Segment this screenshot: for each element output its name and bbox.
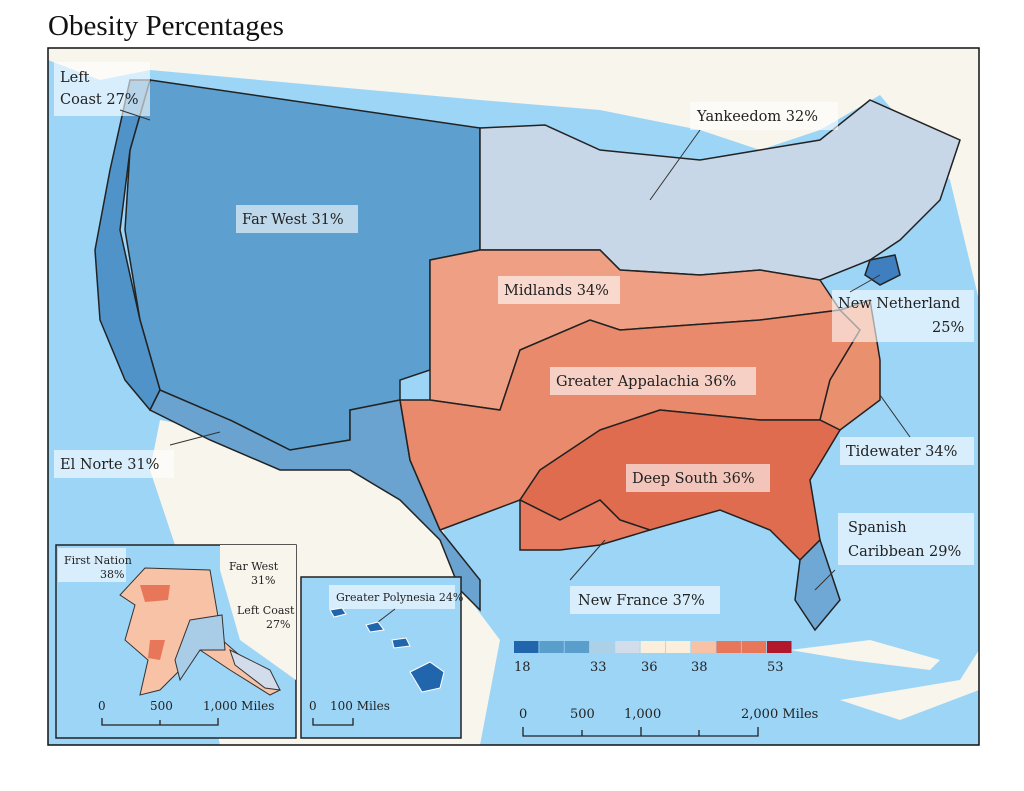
label-deep-south: Deep South 36% bbox=[626, 464, 770, 492]
svg-text:Caribbean 29%: Caribbean 29% bbox=[848, 544, 961, 560]
alaska-inset: First Nation 38% Far West 31% Left Coast… bbox=[55, 544, 297, 739]
svg-text:1,000: 1,000 bbox=[624, 707, 661, 722]
legend-ticks: 18 33 36 38 53 bbox=[514, 660, 784, 675]
svg-text:New France 37%: New France 37% bbox=[578, 593, 705, 609]
svg-text:Greater Polynesia 24%: Greater Polynesia 24% bbox=[336, 591, 463, 604]
legend-tick: 33 bbox=[590, 660, 607, 675]
svg-text:Spanish: Spanish bbox=[848, 520, 907, 536]
svg-text:Deep South 36%: Deep South 36% bbox=[632, 471, 755, 487]
svg-text:31%: 31% bbox=[251, 574, 275, 587]
scale-labels: 0 500 1,000 2,000 Miles bbox=[519, 707, 818, 722]
svg-text:Left: Left bbox=[60, 70, 90, 86]
legend-swatch bbox=[767, 641, 792, 653]
svg-text:Midlands 34%: Midlands 34% bbox=[504, 283, 609, 299]
svg-text:100 Miles: 100 Miles bbox=[330, 699, 390, 713]
svg-text:38%: 38% bbox=[100, 568, 124, 581]
legend-swatch bbox=[615, 641, 640, 653]
legend-tick: 36 bbox=[641, 660, 658, 675]
label-new-netherland: New Netherland 25% bbox=[832, 274, 974, 342]
legend-swatch bbox=[665, 641, 691, 653]
legend-tick: 38 bbox=[691, 660, 708, 675]
label-midlands: Midlands 34% bbox=[498, 276, 620, 304]
label-far-west: Far West 31% bbox=[236, 205, 358, 233]
legend-tick: 53 bbox=[767, 660, 784, 675]
svg-text:El Norte 31%: El Norte 31% bbox=[60, 457, 159, 473]
svg-text:2,000 Miles: 2,000 Miles bbox=[741, 707, 818, 722]
svg-text:0: 0 bbox=[519, 707, 527, 722]
caribbean-land bbox=[840, 650, 979, 720]
svg-text:Greater Appalachia 36%: Greater Appalachia 36% bbox=[556, 374, 736, 390]
legend-swatch bbox=[716, 641, 741, 653]
svg-text:0: 0 bbox=[309, 699, 317, 713]
legend-swatch bbox=[741, 641, 767, 653]
legend-swatch bbox=[589, 641, 615, 653]
legend-swatch bbox=[691, 641, 716, 653]
svg-text:Far West 31%: Far West 31% bbox=[242, 212, 344, 228]
svg-text:Tidewater 34%: Tidewater 34% bbox=[846, 444, 957, 460]
hawaii-inset: Greater Polynesia 24% 0 100 Miles bbox=[300, 576, 463, 739]
color-legend bbox=[514, 641, 792, 653]
label-el-norte: El Norte 31% bbox=[54, 431, 221, 478]
svg-text:Left Coast: Left Coast bbox=[237, 604, 295, 617]
region-new-netherland[interactable] bbox=[864, 254, 901, 286]
map-title: Obesity Percentages bbox=[48, 10, 284, 42]
region-el-norte[interactable] bbox=[148, 389, 481, 612]
label-new-france: New France 37% bbox=[569, 539, 720, 614]
svg-text:500: 500 bbox=[150, 699, 173, 713]
svg-text:25%: 25% bbox=[932, 320, 964, 336]
svg-text:Yankeedom 32%: Yankeedom 32% bbox=[696, 109, 818, 125]
svg-text:27%: 27% bbox=[266, 618, 290, 631]
label-yankeedom: Yankeedom 32% bbox=[649, 102, 838, 201]
svg-text:Far West: Far West bbox=[229, 560, 279, 573]
svg-text:Coast 27%: Coast 27% bbox=[60, 92, 139, 108]
region-spanish-caribbean[interactable] bbox=[794, 538, 841, 632]
legend-swatch bbox=[640, 641, 665, 653]
cuba-land bbox=[790, 640, 940, 670]
label-greater-appalachia: Greater Appalachia 36% bbox=[550, 367, 756, 395]
legend-swatch bbox=[539, 641, 564, 653]
label-tidewater: Tidewater 34% bbox=[840, 394, 974, 465]
map-frame bbox=[47, 47, 980, 746]
scale-bar bbox=[522, 727, 759, 737]
svg-text:First Nation: First Nation bbox=[64, 554, 132, 567]
svg-text:500: 500 bbox=[570, 707, 595, 722]
label-spanish-caribbean: Spanish Caribbean 29% bbox=[814, 513, 974, 591]
legend-tick: 18 bbox=[514, 660, 531, 675]
svg-text:0: 0 bbox=[98, 699, 106, 713]
svg-text:1,000 Miles: 1,000 Miles bbox=[203, 699, 274, 713]
legend-swatch bbox=[564, 641, 590, 653]
svg-text:New Netherland: New Netherland bbox=[838, 296, 960, 312]
legend-swatch bbox=[514, 641, 539, 653]
label-left-coast: Left Coast 27% bbox=[54, 62, 151, 121]
